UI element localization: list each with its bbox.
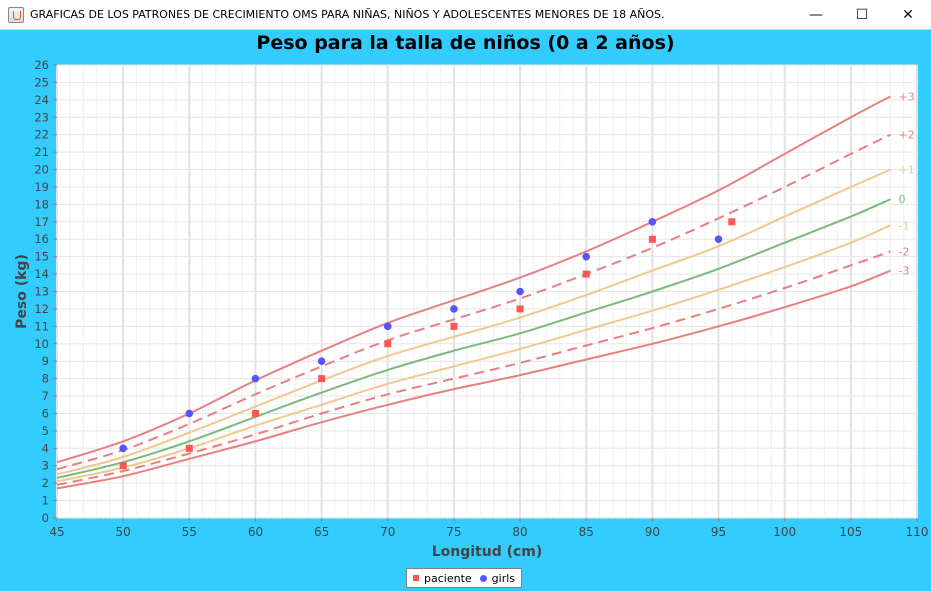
y-tick-label: 5 <box>42 424 49 438</box>
x-tick-label: 70 <box>380 525 395 539</box>
maximize-button[interactable]: ☐ <box>855 7 869 23</box>
point-paciente <box>119 462 127 470</box>
curve-+2 <box>56 133 891 471</box>
curve-label--3: -3 <box>899 265 910 278</box>
y-tick-label: 15 <box>34 250 49 264</box>
curve--1 <box>56 224 891 483</box>
point-paciente <box>185 444 193 452</box>
point-paciente <box>318 375 326 383</box>
y-tick-label: 1 <box>42 494 49 508</box>
point-paciente <box>582 270 590 278</box>
curve-+1 <box>56 168 891 476</box>
window-controls: — ☐ ✕ <box>793 0 931 30</box>
curve-label-+1: +1 <box>899 164 915 177</box>
y-tick-label: 25 <box>34 75 49 89</box>
legend-circle-marker <box>479 574 487 582</box>
window-title: GRAFICAS DE LOS PATRONES DE CRECIMIENTO … <box>30 8 665 21</box>
curve-label--1: -1 <box>899 219 910 232</box>
y-tick-label: 18 <box>34 197 49 211</box>
point-girls <box>582 252 591 261</box>
y-tick-label: 20 <box>34 163 49 177</box>
y-tick-label: 8 <box>42 372 49 386</box>
y-tick-label: 0 <box>42 511 49 525</box>
x-tick-label: 110 <box>906 525 929 539</box>
x-tick-label: 75 <box>446 525 461 539</box>
curve-+3 <box>56 95 891 464</box>
point-paciente <box>251 409 259 417</box>
window-titlebar: GRAFICAS DE LOS PATRONES DE CRECIMIENTO … <box>0 0 931 30</box>
y-tick-label: 13 <box>34 285 49 299</box>
y-axis-title: Peso (kg) <box>14 254 30 329</box>
x-tick-label: 100 <box>773 525 796 539</box>
y-tick-label: 16 <box>34 232 49 246</box>
legend-item-girls: girls <box>479 571 516 585</box>
x-tick-label: 85 <box>579 525 594 539</box>
point-girls <box>119 444 127 453</box>
y-tick-label: 26 <box>34 58 49 72</box>
y-tick-label: 22 <box>34 128 49 142</box>
y-tick-label: 11 <box>34 319 49 333</box>
y-tick-label: 12 <box>34 302 49 316</box>
legend-item-paciente: paciente <box>413 572 472 585</box>
y-tick-label: 4 <box>42 441 49 455</box>
legend-label-girls: girls <box>491 571 516 585</box>
x-axis-title: Longitud (cm) <box>432 544 543 560</box>
legend-label-paciente: paciente <box>424 571 472 585</box>
x-tick-label: 60 <box>248 525 263 539</box>
point-girls <box>648 218 657 226</box>
point-paciente <box>450 322 458 330</box>
y-tick-label: 6 <box>42 406 49 420</box>
point-girls <box>251 374 260 383</box>
y-tick-label: 9 <box>42 354 49 368</box>
close-button[interactable]: ✕ <box>902 7 914 23</box>
y-tick-label: 24 <box>34 93 49 107</box>
x-tick-label: 80 <box>512 525 527 539</box>
point-paciente <box>648 235 656 243</box>
curve-label-0: 0 <box>899 193 906 206</box>
y-tick-label: 3 <box>42 459 49 473</box>
curve-0 <box>56 198 891 479</box>
legend-square-marker <box>413 575 419 581</box>
x-tick-label: 50 <box>116 525 131 539</box>
chart-title: Peso para la talla de niños (0 a 2 años) <box>256 32 675 54</box>
x-tick-label: 55 <box>182 525 197 539</box>
curve-label-+3: +3 <box>899 90 915 103</box>
point-girls <box>185 409 194 418</box>
y-tick-label: 7 <box>42 389 49 403</box>
y-tick-label: 21 <box>34 145 49 159</box>
y-tick-label: 19 <box>34 180 49 194</box>
x-tick-label: 65 <box>314 525 329 539</box>
x-tick-label: 45 <box>49 525 64 539</box>
point-girls <box>317 357 326 365</box>
x-tick-label: 95 <box>711 525 726 539</box>
point-paciente <box>384 340 392 348</box>
y-tick-label: 23 <box>34 110 49 124</box>
y-tick-label: 14 <box>34 267 49 281</box>
y-tick-label: 2 <box>42 476 49 490</box>
curve-label--2: -2 <box>899 245 910 258</box>
point-paciente <box>728 218 736 226</box>
y-tick-label: 17 <box>34 215 49 229</box>
point-paciente <box>516 305 524 313</box>
y-tick-label: 10 <box>34 337 49 351</box>
point-girls <box>714 235 723 244</box>
point-girls <box>450 305 458 313</box>
point-girls <box>516 287 524 296</box>
chart-legend: paciente girls <box>406 568 523 588</box>
minimize-button[interactable]: — <box>809 7 823 23</box>
x-tick-label: 105 <box>839 525 862 539</box>
curve--3 <box>56 269 891 490</box>
curve--2 <box>56 250 891 486</box>
java-app-icon <box>8 6 24 23</box>
curve-label-+2: +2 <box>899 129 915 142</box>
point-girls <box>383 322 392 331</box>
x-tick-label: 90 <box>645 525 660 539</box>
